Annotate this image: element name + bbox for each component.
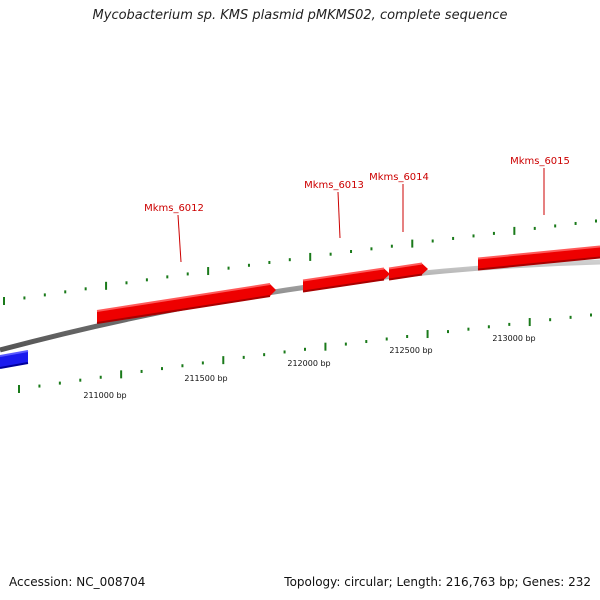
accession-text: Accession: NC_008704 xyxy=(9,575,146,589)
gene-label: Mkms_6015 xyxy=(510,156,570,167)
position-label: 212500 bp xyxy=(389,346,432,355)
gene-arrow-mkms_6015[interactable] xyxy=(478,246,600,270)
position-label: 213000 bp xyxy=(492,334,535,343)
map-title: Mycobacterium sp. KMS plasmid pMKMS02, c… xyxy=(92,8,508,23)
position-label: 211000 bp xyxy=(83,391,126,400)
summary-text: Topology: circular; Length: 216,763 bp; … xyxy=(284,575,591,589)
label-layer: Mkms_6012 Mkms_6013 Mkms_6014 Mkms_6015 2110… xyxy=(83,156,570,400)
outer-tick-track xyxy=(3,219,597,305)
gene-label-connector xyxy=(177,214,182,263)
gene-label: Mkms_6013 xyxy=(304,180,364,191)
gene-arrow-mkms_6013[interactable] xyxy=(303,268,390,292)
position-label: 211500 bp xyxy=(184,374,227,383)
gene-label: Mkms_6014 xyxy=(369,172,429,183)
gene-label-connector xyxy=(337,191,341,239)
gene-track xyxy=(0,245,600,369)
position-label: 212000 bp xyxy=(287,359,330,368)
inner-tick-track xyxy=(18,313,592,393)
gene-arrow-mkms_6012[interactable] xyxy=(97,284,276,323)
gene-label: Mkms_6012 xyxy=(144,203,204,214)
